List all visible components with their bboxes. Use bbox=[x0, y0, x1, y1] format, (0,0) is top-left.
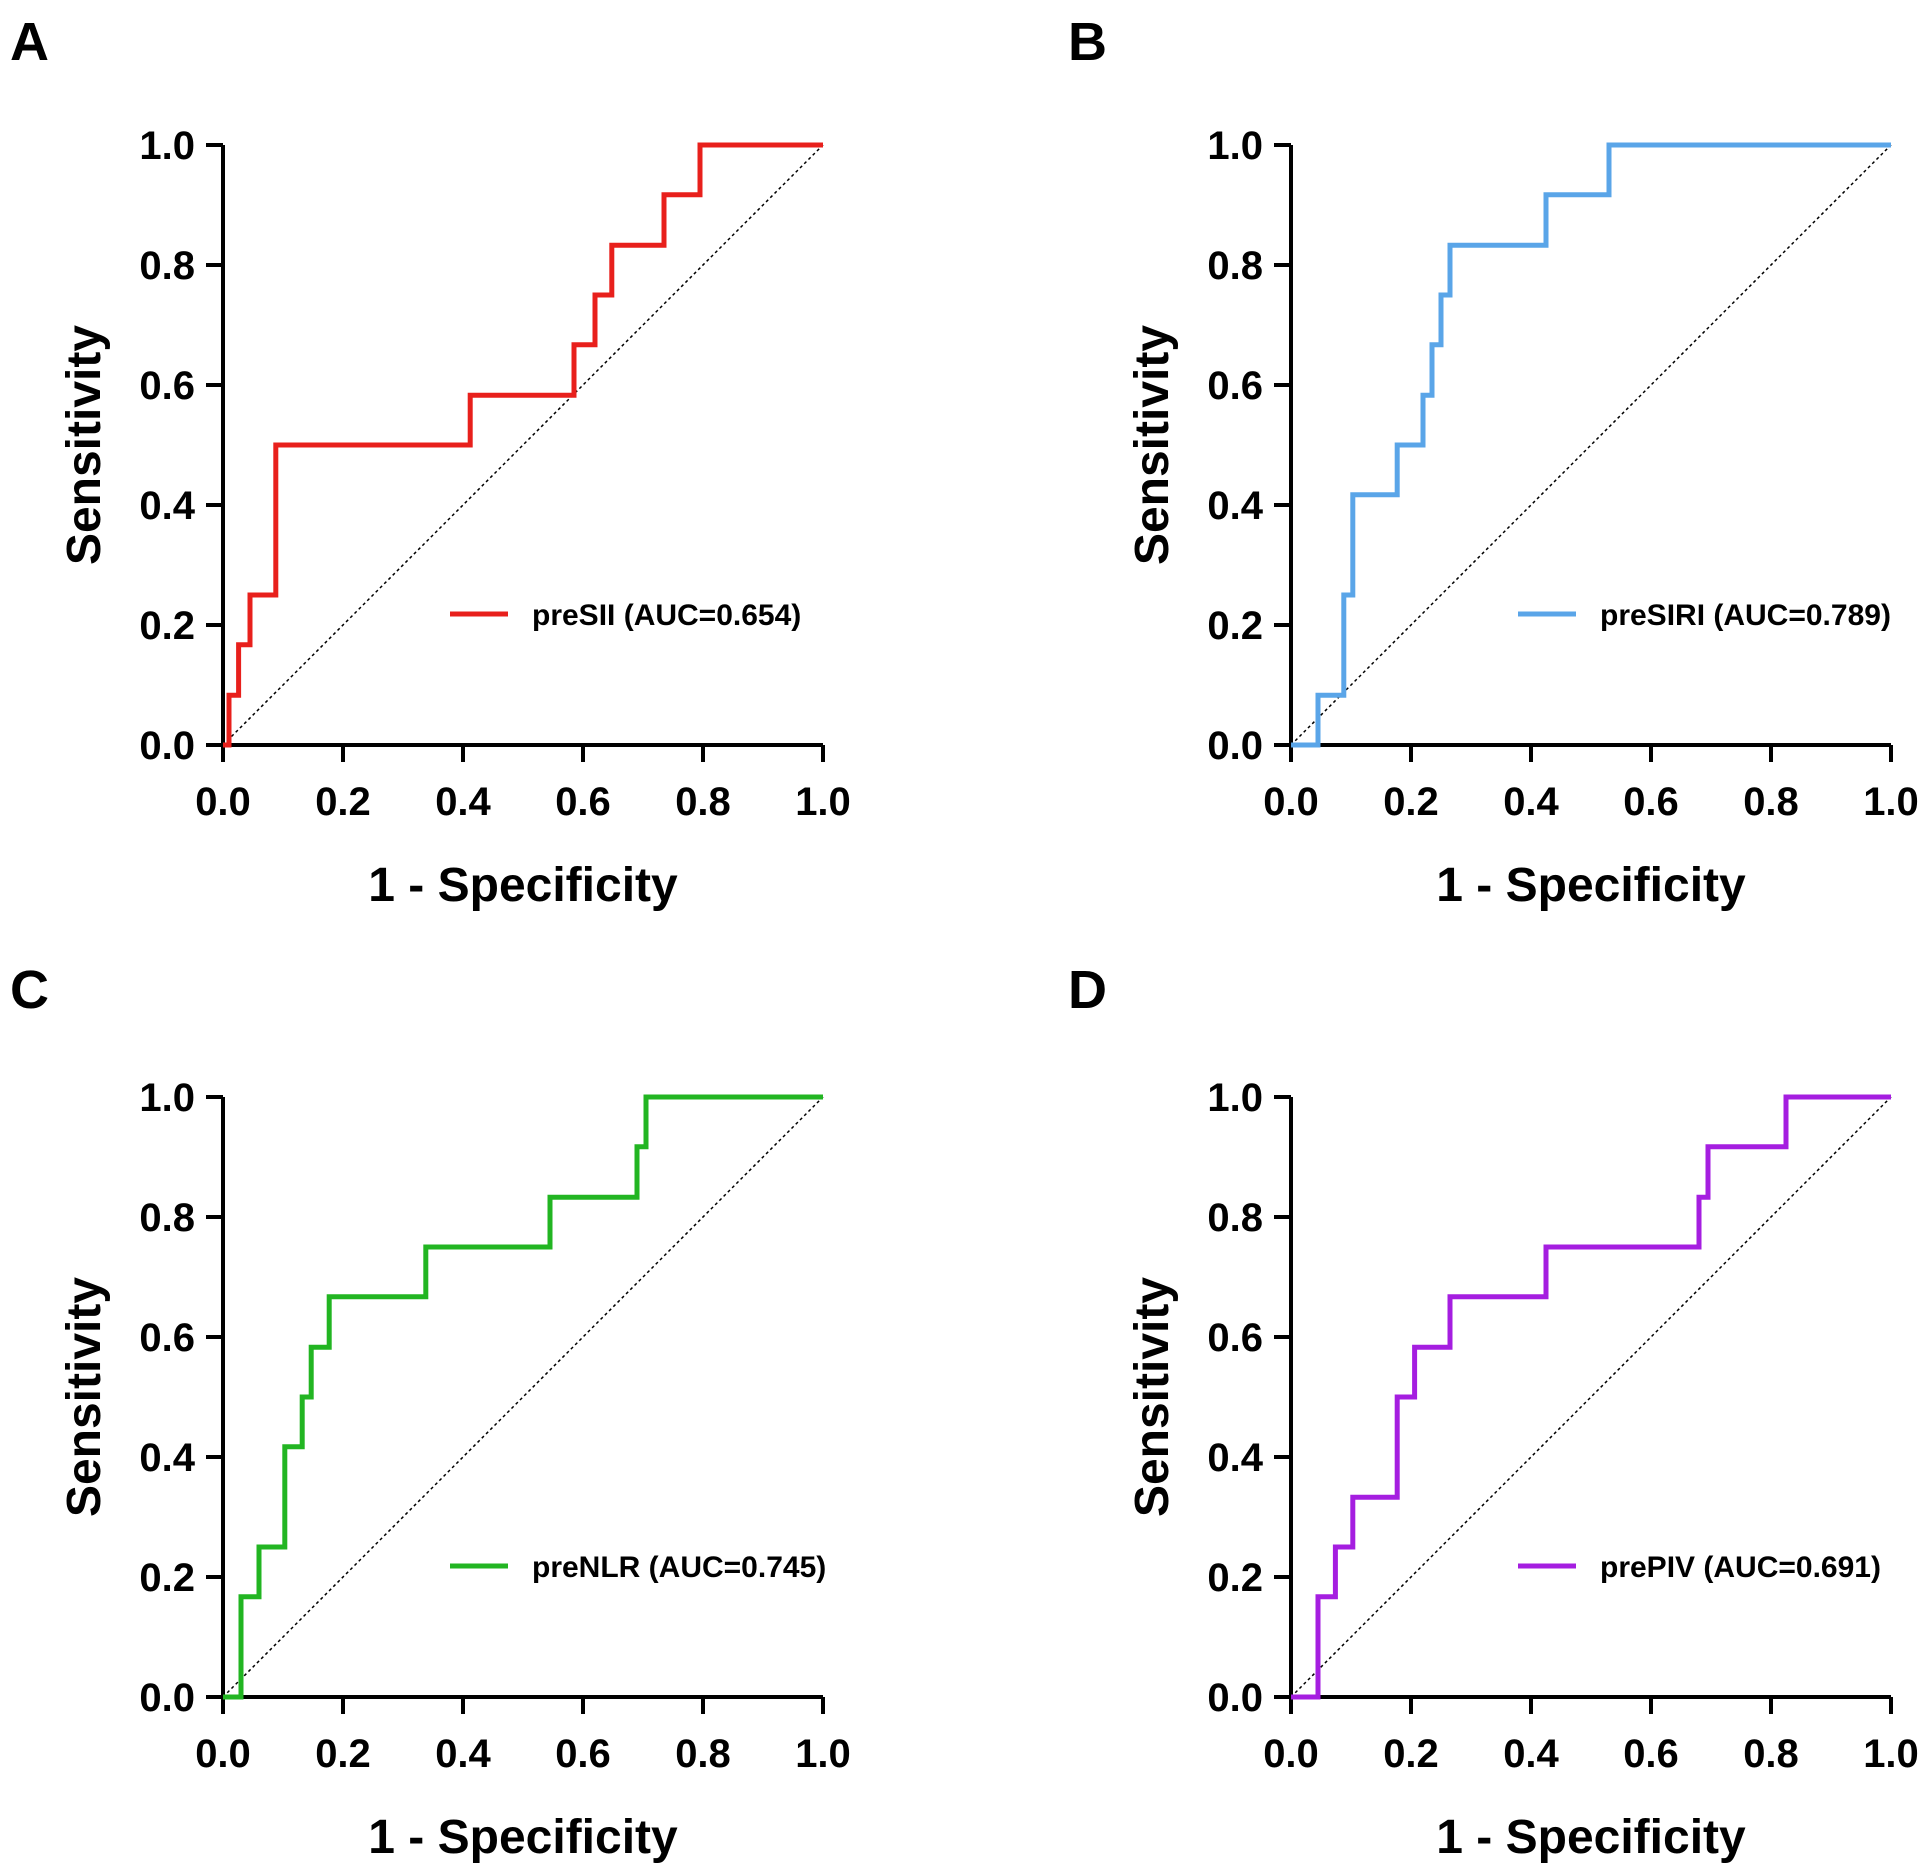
y-tick-label: 0.2 bbox=[139, 604, 195, 648]
legend-label: preNLR (AUC=0.745) bbox=[532, 1551, 826, 1584]
x-axis-title: 1 - Specificity bbox=[368, 1811, 678, 1864]
y-tick-label: 0.6 bbox=[1207, 1316, 1263, 1360]
y-tick-label: 0.4 bbox=[1207, 484, 1263, 528]
x-tick-label: 0.8 bbox=[1743, 780, 1799, 824]
y-axis-title: Sensitivity bbox=[1126, 1277, 1179, 1517]
panel-letter: B bbox=[1068, 12, 1107, 72]
y-tick-label: 0.0 bbox=[139, 724, 195, 768]
y-tick-label: 0.2 bbox=[1207, 604, 1263, 648]
y-tick-label: 0.0 bbox=[139, 1676, 195, 1720]
y-axis-title: Sensitivity bbox=[58, 1277, 111, 1517]
x-tick-label: 0.0 bbox=[195, 1732, 251, 1776]
x-tick-label: 1.0 bbox=[795, 780, 851, 824]
x-tick-label: 0.4 bbox=[1503, 1732, 1559, 1776]
x-tick-label: 1.0 bbox=[1863, 780, 1919, 824]
y-tick-label: 0.8 bbox=[1207, 244, 1263, 288]
y-tick-label: 0.2 bbox=[139, 1556, 195, 1600]
x-tick-label: 0.2 bbox=[1383, 780, 1439, 824]
roc-curve-prenlr bbox=[223, 1094, 823, 1700]
x-tick-label: 1.0 bbox=[795, 1732, 851, 1776]
y-tick-label: 0.6 bbox=[139, 364, 195, 408]
x-tick-label: 1.0 bbox=[1863, 1732, 1919, 1776]
x-tick-label: 0.6 bbox=[555, 780, 611, 824]
reference-diagonal bbox=[1290, 1096, 1892, 1698]
y-axis-title: Sensitivity bbox=[1126, 325, 1179, 565]
x-tick-label: 0.2 bbox=[315, 780, 371, 824]
y-tick-label: 0.2 bbox=[1207, 1556, 1263, 1600]
panel-letter: D bbox=[1068, 960, 1107, 1020]
roc-curve-presii bbox=[223, 142, 823, 748]
x-tick-label: 0.4 bbox=[435, 1732, 491, 1776]
legend-label: prePIV (AUC=0.691) bbox=[1600, 1551, 1881, 1584]
chart-panel-c: C 0.0 0.2 0.4 0.6 0.8 1.0 0.0 0.2 0.4 0.6 0.8 1.0 1 -… bbox=[10, 960, 851, 1864]
y-tick-label: 0.4 bbox=[139, 1436, 195, 1480]
chart-panel-a: A 0.0 0.2 0.4 0.6 0.8 1.0 0.0 0.2 0.4 0.6 0.8 1.0 1 -… bbox=[10, 12, 851, 912]
chart-panel-d: D 0.0 0.2 0.4 0.6 0.8 1.0 0.0 0.2 0.4 0.6 0.8 1.0 1 -… bbox=[1068, 960, 1919, 1864]
y-tick-label: 1.0 bbox=[1207, 1076, 1263, 1120]
x-axis-title: 1 - Specificity bbox=[1436, 1811, 1746, 1864]
x-tick-label: 0.4 bbox=[1503, 780, 1559, 824]
x-tick-label: 0.0 bbox=[1263, 1732, 1319, 1776]
x-tick-label: 0.8 bbox=[675, 780, 731, 824]
roc-curve-presiri bbox=[1291, 142, 1891, 748]
y-tick-label: 0.6 bbox=[1207, 364, 1263, 408]
x-tick-label: 0.6 bbox=[1623, 1732, 1679, 1776]
x-tick-label: 0.8 bbox=[675, 1732, 731, 1776]
y-tick-label: 0.8 bbox=[1207, 1196, 1263, 1240]
y-tick-label: 1.0 bbox=[139, 1076, 195, 1120]
x-tick-label: 0.0 bbox=[1263, 780, 1319, 824]
y-tick-label: 1.0 bbox=[1207, 124, 1263, 168]
y-tick-label: 0.8 bbox=[139, 244, 195, 288]
x-tick-label: 0.6 bbox=[1623, 780, 1679, 824]
x-tick-label: 0.4 bbox=[435, 780, 491, 824]
x-tick-label: 0.6 bbox=[555, 1732, 611, 1776]
y-tick-label: 1.0 bbox=[139, 124, 195, 168]
legend-label: preSIRI (AUC=0.789) bbox=[1600, 599, 1891, 632]
y-tick-label: 0.6 bbox=[139, 1316, 195, 1360]
reference-diagonal bbox=[1290, 144, 1892, 746]
x-axis-title: 1 - Specificity bbox=[368, 859, 678, 912]
y-tick-label: 0.0 bbox=[1207, 1676, 1263, 1720]
x-tick-label: 0.0 bbox=[195, 780, 251, 824]
roc-curve-prepiv bbox=[1291, 1094, 1891, 1700]
x-tick-label: 0.2 bbox=[1383, 1732, 1439, 1776]
chart-panel-b: B 0.0 0.2 0.4 0.6 0.8 1.0 0.0 0.2 0.4 0.6 0.8 1.0 1 -… bbox=[1068, 12, 1919, 912]
panel-letter: A bbox=[10, 12, 49, 72]
x-tick-label: 0.8 bbox=[1743, 1732, 1799, 1776]
x-tick-label: 0.2 bbox=[315, 1732, 371, 1776]
y-tick-label: 0.4 bbox=[139, 484, 195, 528]
y-axis-title: Sensitivity bbox=[58, 325, 111, 565]
y-tick-label: 0.8 bbox=[139, 1196, 195, 1240]
y-tick-label: 0.4 bbox=[1207, 1436, 1263, 1480]
legend-label: preSII (AUC=0.654) bbox=[532, 599, 801, 632]
x-axis-title: 1 - Specificity bbox=[1436, 859, 1746, 912]
panel-letter: C bbox=[10, 960, 49, 1020]
y-tick-label: 0.0 bbox=[1207, 724, 1263, 768]
